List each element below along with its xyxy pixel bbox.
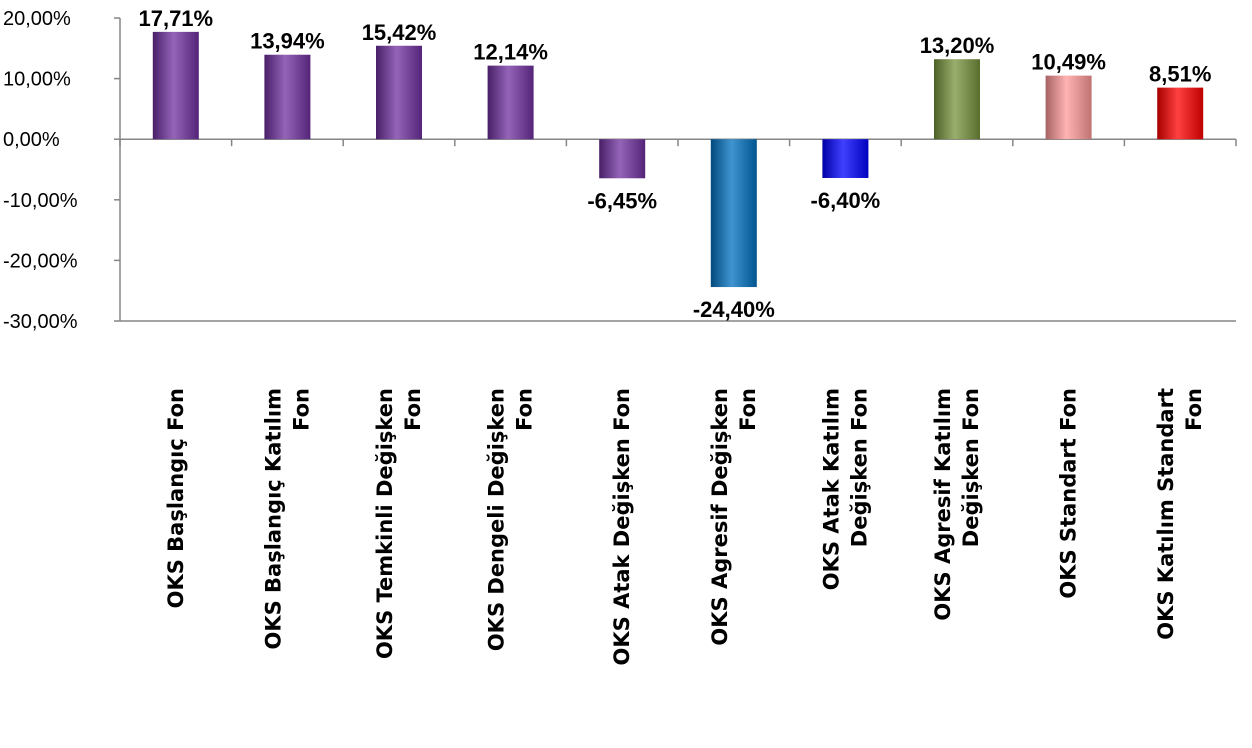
- category-label: OKS Temkinli Değişken Fon: [373, 388, 425, 659]
- category-label-line: OKS Standart Fon: [1057, 388, 1081, 599]
- bar: [934, 59, 980, 140]
- category-label-line: Fon: [401, 388, 425, 431]
- y-tick-label: 0,00%: [3, 129, 60, 151]
- data-label: -6,40%: [811, 188, 881, 213]
- y-tick-label: -30,00%: [3, 311, 78, 333]
- data-label: -24,40%: [693, 297, 775, 322]
- data-label: 15,42%: [362, 20, 437, 45]
- category-label-line: OKS Katılım Standart: [1154, 388, 1178, 640]
- bar: [152, 31, 199, 140]
- bar: [376, 45, 422, 140]
- y-tick-label: -20,00%: [3, 250, 78, 272]
- bars: [152, 31, 1204, 288]
- category-label: OKS Atak Değişken Fon: [610, 388, 634, 665]
- category-label-line: Fon: [513, 388, 537, 431]
- y-tick-label: 10,00%: [3, 69, 71, 91]
- data-label: 17,71%: [138, 6, 213, 31]
- y-tick-label: 20,00%: [3, 8, 71, 30]
- category-label-line: Fon: [289, 388, 313, 431]
- y-tick-label: -10,00%: [3, 190, 78, 212]
- category-label-line: Değişken Fon: [847, 388, 871, 547]
- bar: [264, 54, 311, 140]
- bar: [599, 139, 646, 179]
- data-labels: 17,71% 13,94% 15,42% 12,14% -6,45% -24,40% -6,…: [138, 6, 1211, 322]
- category-label-line: OKS Atak Katılım: [819, 388, 843, 590]
- category-label-line: OKS Temkinli Değişken: [373, 388, 397, 659]
- data-label: 13,20%: [920, 33, 995, 58]
- category-label-line: OKS Başlangıç Fon: [164, 388, 188, 608]
- data-label: 12,14%: [473, 40, 548, 65]
- category-label-line: OKS Dengeli Değişken: [485, 388, 509, 651]
- data-label: 8,51%: [1149, 62, 1211, 87]
- category-label: OKS Başlangıç Fon: [164, 388, 188, 608]
- category-label: OKS Başlangıç Katılım Fon: [261, 388, 313, 650]
- category-label-line: OKS Agresif Değişken: [708, 388, 732, 646]
- category-labels: OKS Başlangıç Fon OKS Başlangıç Katılım Fo…: [164, 388, 1206, 665]
- bar: [710, 139, 757, 288]
- category-label: OKS Atak Katılım Değişken Fon: [819, 388, 871, 590]
- category-label-line: Değişken Fon: [959, 388, 983, 547]
- category-label: OKS Standart Fon: [1057, 388, 1081, 599]
- category-label-line: OKS Başlangıç Katılım: [261, 388, 285, 650]
- bar: [1045, 75, 1092, 140]
- category-label: OKS Agresif Katılım Değişken Fon: [931, 388, 983, 621]
- bar: [1157, 87, 1204, 140]
- data-label: -6,45%: [587, 188, 657, 213]
- data-label: 10,49%: [1031, 50, 1106, 75]
- bar: [822, 139, 869, 178]
- category-label-line: OKS Atak Değişken Fon: [610, 388, 634, 665]
- category-label-line: Fon: [1182, 388, 1206, 431]
- category-label: OKS Katılım Standart Fon: [1154, 388, 1206, 640]
- category-label: OKS Agresif Değişken Fon: [708, 388, 760, 646]
- data-label: 13,94%: [250, 29, 325, 54]
- bar: [487, 65, 534, 140]
- category-label: OKS Dengeli Değişken Fon: [485, 388, 537, 651]
- category-label-line: OKS Agresif Katılım: [931, 388, 955, 621]
- category-label-line: Fon: [736, 388, 760, 431]
